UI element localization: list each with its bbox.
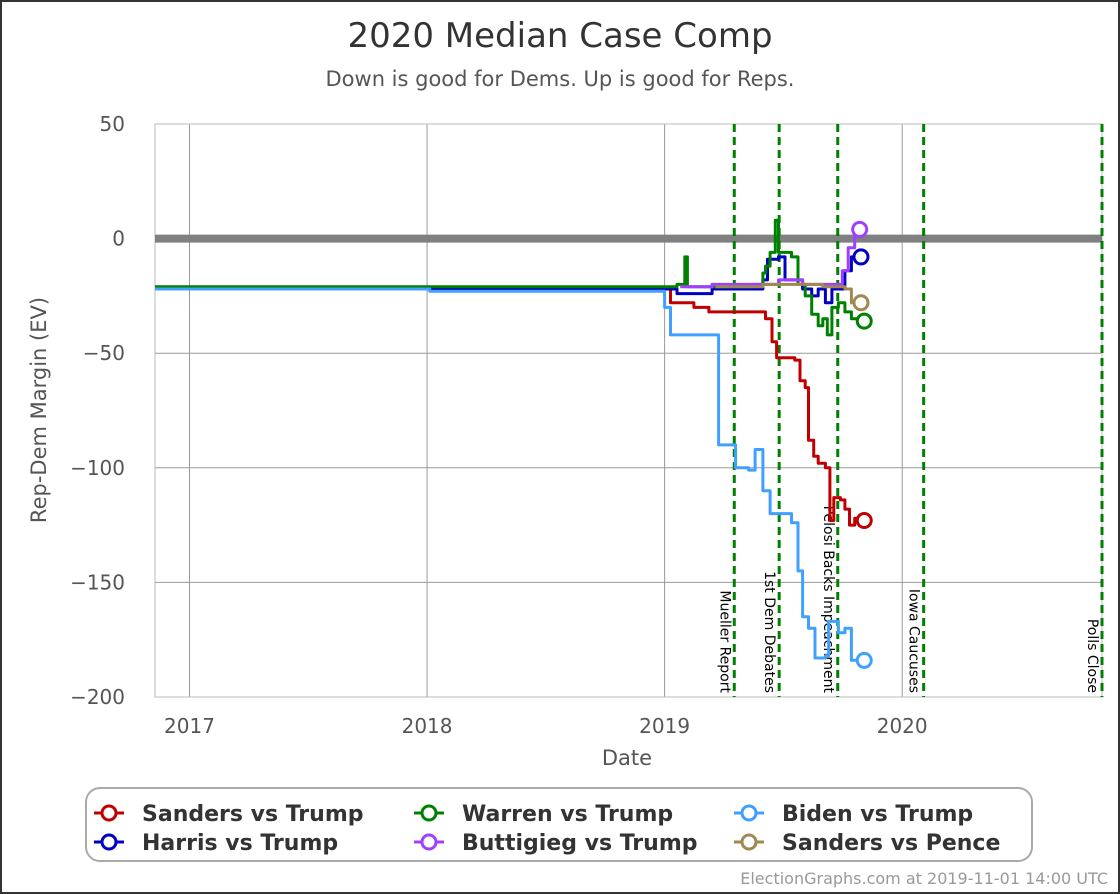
event-label: Polls Close	[1084, 619, 1100, 693]
event-label: Pelosi Backs Impeachment	[820, 506, 836, 694]
legend-swatch-marker	[100, 804, 118, 822]
legend-label: Buttigieg vs Trump	[462, 831, 698, 856]
legend-swatch-marker	[740, 833, 758, 851]
legend-swatch-marker	[100, 833, 118, 851]
series-end-marker	[852, 294, 870, 312]
series-line	[155, 287, 861, 527]
y-tick-label: −50	[83, 341, 125, 365]
y-tick-label: −200	[70, 685, 125, 709]
legend-box	[85, 787, 1033, 862]
chart-subtitle: Down is good for Dems. Up is good for Re…	[326, 67, 795, 91]
series-end-marker	[852, 248, 870, 266]
series-end-marker	[851, 220, 869, 238]
legend-label: Biden vs Trump	[782, 802, 973, 827]
x-axis-label: Date	[602, 746, 652, 770]
series-end-marker	[855, 651, 873, 669]
legend-swatch-marker	[420, 833, 438, 851]
series-line	[715, 282, 856, 305]
x-tick-label: 2018	[402, 714, 453, 738]
event-label: Iowa Caucuses	[906, 589, 922, 693]
x-tick-label: 2017	[164, 714, 215, 738]
legend-label: Harris vs Trump	[142, 831, 338, 856]
event-label: Mueller Report	[716, 590, 732, 693]
legend-label: Sanders vs Pence	[782, 831, 1000, 856]
x-tick-label: 2019	[639, 714, 690, 738]
legend-label: Warren vs Trump	[462, 802, 673, 827]
series-line	[155, 287, 860, 662]
y-tick-label: −100	[70, 456, 125, 480]
event-label: 1st Dem Debates	[761, 571, 777, 693]
legend-swatch-marker	[740, 804, 758, 822]
footer-credit: ElectionGraphs.com at 2019-11-01 14:00 U…	[740, 869, 1108, 888]
x-tick-label: 2020	[877, 714, 928, 738]
series-end-marker	[855, 512, 873, 530]
series-end-marker	[855, 312, 873, 330]
legend-label: Sanders vs Trump	[142, 802, 364, 827]
y-tick-label: 0	[112, 227, 125, 251]
plot-area	[155, 124, 1102, 697]
y-tick-label: 50	[100, 112, 125, 136]
y-tick-label: −150	[70, 570, 125, 594]
y-axis-label: Rep-Dem Margin (EV)	[27, 297, 51, 523]
legend-swatch-marker	[420, 804, 438, 822]
chart-title: 2020 Median Case Comp	[347, 16, 772, 56]
